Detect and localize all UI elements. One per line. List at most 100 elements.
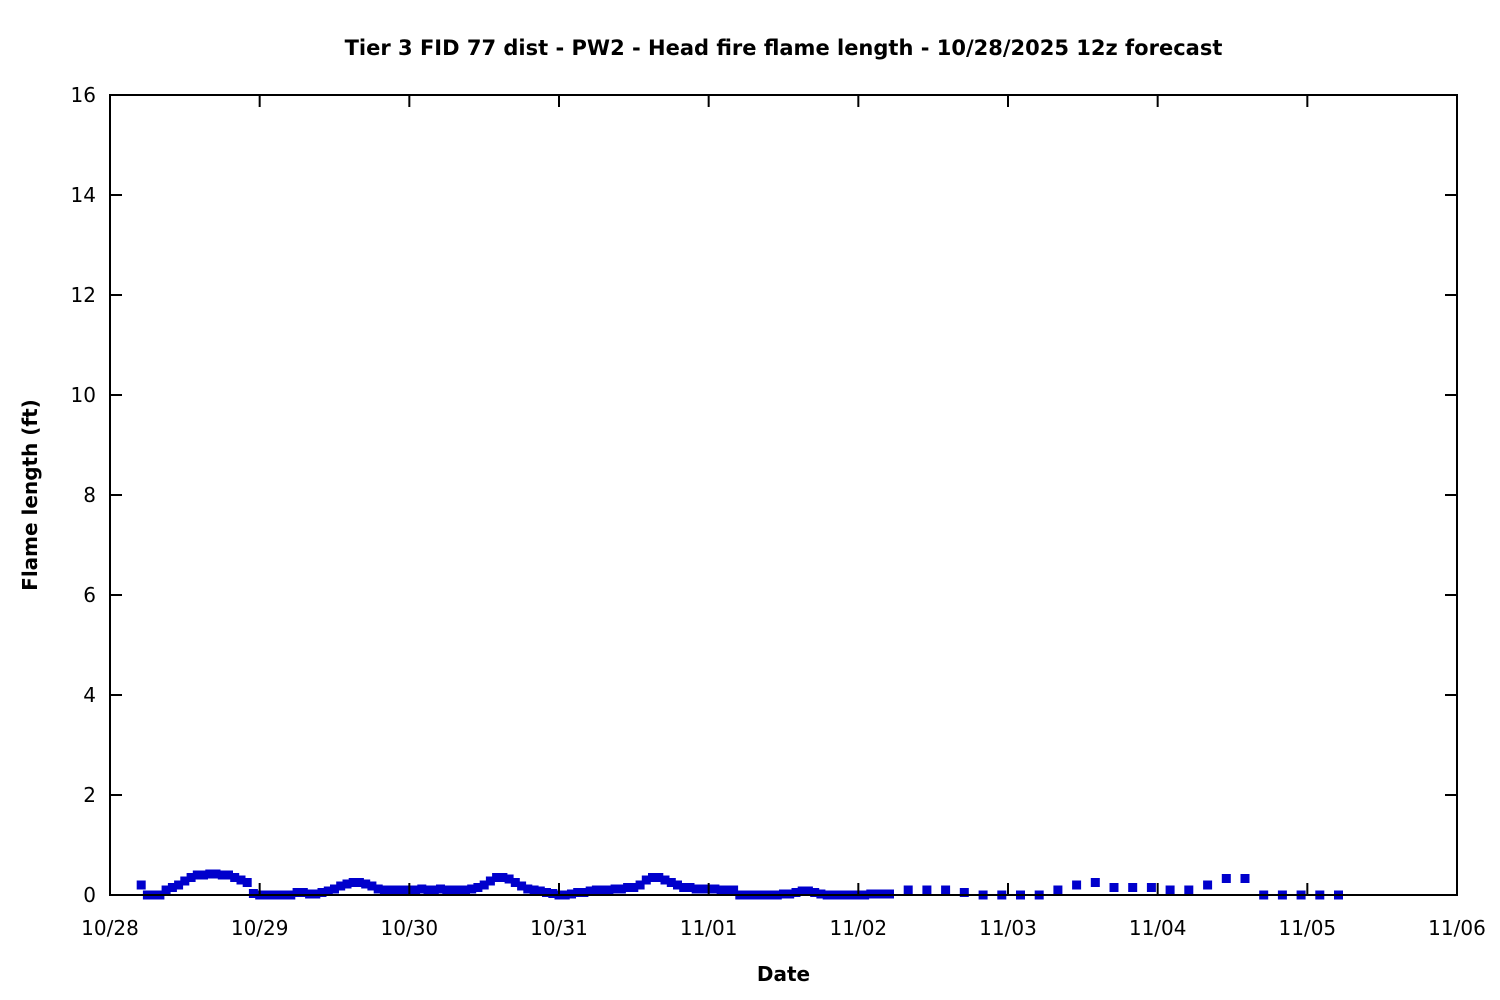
data-point-marker [485, 876, 495, 886]
data-point-marker [1053, 885, 1063, 895]
data-point-marker [1072, 880, 1082, 890]
y-axis-ticks: 0 2 4 6 8 10 12 14 16 [71, 83, 1457, 907]
data-point-marker [379, 885, 389, 895]
data-point-marker [417, 884, 427, 894]
data-point-marker [167, 883, 177, 892]
data-point-marker [803, 886, 813, 896]
data-point-marker [180, 876, 190, 886]
data-point-marker [504, 874, 514, 884]
data-point-marker [498, 873, 508, 882]
chart-title: Tier 3 FID 77 dist - PW2 - Head fire fla… [344, 36, 1223, 60]
x-tick-label: 11/04 [1129, 916, 1187, 940]
plot-border [109, 94, 1458, 896]
data-point-marker [348, 878, 358, 887]
y-tick-label: 6 [83, 583, 96, 607]
data-point-marker [591, 885, 601, 895]
data-point-marker [585, 886, 595, 896]
data-point-marker [697, 884, 707, 894]
y-tick-label: 10 [71, 383, 96, 407]
x-tick-label: 11/06 [1428, 916, 1486, 940]
data-point-marker [236, 875, 246, 885]
y-tick-label: 0 [83, 883, 96, 907]
data-point-marker [1165, 885, 1175, 895]
data-point-marker [542, 888, 551, 897]
data-point-marker [517, 881, 527, 891]
data-point-marker [660, 875, 670, 885]
data-point-marker [330, 884, 339, 894]
data-point-marker [716, 885, 726, 895]
data-point-marker [454, 885, 464, 895]
data-point-marker [479, 880, 489, 890]
data-point-marker [810, 888, 820, 897]
data-point-marker [336, 881, 346, 891]
x-axis-ticks: 10/28 10/29 10/30 10/31 11/01 11/02 11/03 11/04… [81, 95, 1486, 940]
data-point-marker [186, 873, 196, 882]
x-tick-label: 10/29 [231, 916, 289, 940]
data-point-marker [386, 885, 396, 895]
data-point-marker [248, 889, 258, 898]
y-tick-label: 4 [83, 683, 96, 707]
data-point-marker [635, 880, 645, 890]
y-tick-label: 12 [71, 283, 96, 307]
y-axis-label: Flame length (ft) [18, 399, 42, 591]
data-point-marker [1109, 883, 1119, 892]
x-tick-label: 10/28 [81, 916, 139, 940]
y-tick-label: 16 [71, 83, 96, 107]
data-point-marker [729, 885, 739, 895]
data-point-marker [941, 885, 951, 895]
data-point-marker [354, 878, 364, 887]
data-point-marker [1221, 874, 1231, 883]
data-point-marker [211, 869, 221, 879]
data-point-marker [691, 884, 701, 894]
data-point-marker [673, 880, 682, 890]
data-point-marker [436, 884, 445, 894]
data-point-marker [579, 888, 589, 897]
data-point-marker [217, 870, 227, 880]
data-point-marker [573, 888, 583, 897]
data-point-marker [710, 884, 720, 894]
data-point-marker [298, 888, 308, 897]
data-point-marker [367, 881, 377, 891]
x-tick-label: 11/03 [979, 916, 1037, 940]
data-point-marker [548, 889, 558, 898]
data-point-marker [473, 883, 483, 892]
x-tick-label: 11/01 [680, 916, 738, 940]
data-point-marker [411, 885, 421, 895]
data-point-marker [1240, 874, 1250, 883]
x-axis-label: Date [756, 962, 811, 986]
y-tick-label: 14 [71, 183, 96, 207]
data-point-marker [1203, 880, 1213, 890]
data-point-marker [791, 888, 801, 897]
data-point-marker [523, 884, 533, 894]
data-point-marker [392, 885, 402, 895]
data-point-marker [373, 884, 383, 894]
data-point-marker [242, 878, 252, 887]
data-point-marker [623, 883, 633, 892]
data-point-marker [492, 873, 502, 882]
data-point-marker [922, 885, 932, 895]
data-point-marker [535, 886, 545, 896]
data-point-marker [361, 879, 371, 889]
x-tick-label: 10/31 [530, 916, 588, 940]
data-point-marker [429, 885, 439, 895]
data-point-marker [199, 870, 208, 880]
data-point-marker [205, 869, 215, 879]
data-point-marker [174, 880, 184, 890]
y-tick-label: 8 [83, 483, 96, 507]
data-point-marker [629, 883, 639, 892]
data-point-marker [598, 885, 608, 895]
data-point-marker [604, 885, 614, 895]
data-point-marker [1146, 883, 1156, 892]
data-point-marker [1184, 885, 1194, 895]
x-tick-label: 10/30 [381, 916, 439, 940]
data-point-marker [192, 870, 202, 880]
data-point-marker [1128, 883, 1138, 892]
data-point-marker [467, 884, 477, 894]
data-point-marker [610, 884, 620, 894]
data-point-marker [342, 879, 352, 889]
data-point-marker [317, 888, 327, 897]
data-point-marker [161, 885, 171, 895]
data-point-marker [1090, 878, 1100, 887]
data-point-marker [666, 878, 676, 887]
